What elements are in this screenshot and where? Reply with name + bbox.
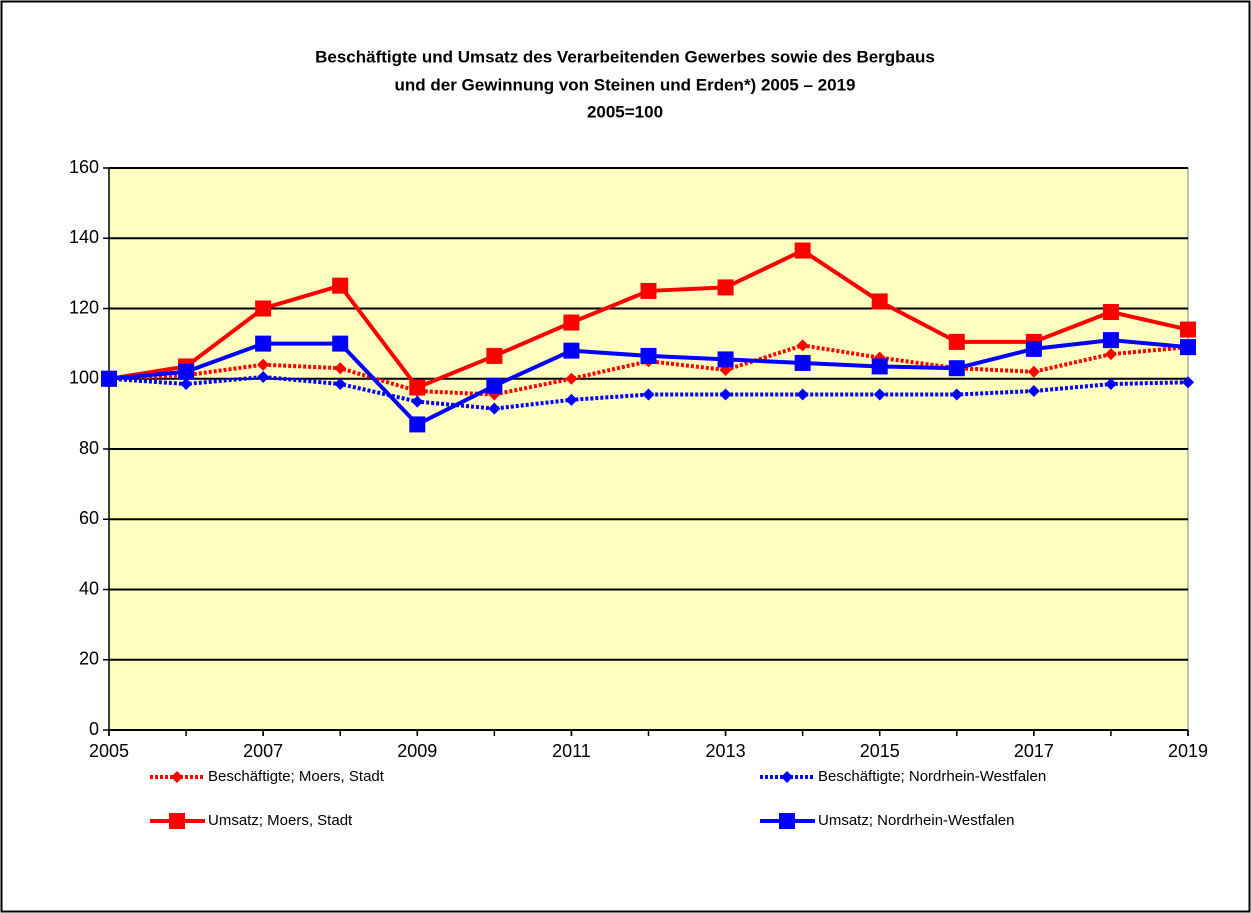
data-point bbox=[565, 393, 578, 406]
data-point bbox=[486, 377, 503, 394]
data-point bbox=[1104, 378, 1117, 391]
legend-label: Umsatz; Nordrhein-Westfalen bbox=[818, 812, 1014, 829]
y-tick-label: 100 bbox=[69, 368, 99, 388]
chart-title: und der Gewinnung von Steinen und Erden*… bbox=[395, 75, 856, 94]
data-point bbox=[640, 347, 657, 364]
data-point bbox=[563, 314, 580, 331]
data-point bbox=[332, 335, 349, 352]
data-point bbox=[871, 358, 888, 375]
data-point bbox=[255, 300, 272, 317]
data-point bbox=[565, 372, 578, 385]
data-point bbox=[796, 339, 809, 352]
series-line bbox=[108, 374, 1189, 411]
chart-title: Beschäftigte und Umsatz des Verarbeitend… bbox=[315, 47, 935, 66]
data-point bbox=[1102, 304, 1119, 321]
data-point bbox=[1180, 321, 1196, 338]
data-point bbox=[563, 342, 580, 359]
data-point bbox=[642, 388, 655, 401]
data-point bbox=[871, 293, 888, 310]
data-point bbox=[873, 388, 886, 401]
data-point bbox=[411, 395, 424, 408]
data-point bbox=[409, 416, 426, 433]
data-point bbox=[794, 242, 811, 259]
legend-marker bbox=[781, 771, 793, 783]
legend-marker bbox=[779, 813, 795, 829]
data-point bbox=[1102, 332, 1119, 349]
data-point bbox=[717, 351, 734, 368]
data-point bbox=[1182, 376, 1194, 389]
y-tick-label: 120 bbox=[69, 297, 99, 317]
data-point bbox=[1104, 348, 1117, 361]
data-point bbox=[409, 379, 426, 396]
data-point bbox=[948, 333, 965, 350]
y-tick-label: 160 bbox=[69, 157, 99, 177]
legend-marker bbox=[169, 813, 185, 829]
y-tick-label: 80 bbox=[79, 438, 99, 458]
legend-label: Beschäftigte; Nordrhein-Westfalen bbox=[818, 768, 1046, 785]
y-tick-label: 140 bbox=[69, 227, 99, 247]
data-point bbox=[1025, 340, 1042, 357]
data-point bbox=[1180, 339, 1196, 356]
data-point bbox=[332, 277, 349, 294]
legend-label: Beschäftigte; Moers, Stadt bbox=[208, 768, 385, 785]
y-tick-label: 20 bbox=[79, 649, 99, 669]
data-point bbox=[180, 378, 193, 391]
x-tick-label: 2005 bbox=[89, 741, 129, 761]
chart-title: 2005=100 bbox=[587, 102, 663, 121]
x-tick-label: 2015 bbox=[860, 741, 900, 761]
x-tick-label: 2019 bbox=[1168, 741, 1208, 761]
data-point bbox=[178, 363, 195, 380]
data-point bbox=[334, 378, 347, 391]
x-tick-label: 2017 bbox=[1014, 741, 1054, 761]
data-point bbox=[257, 358, 270, 371]
data-point bbox=[950, 388, 963, 401]
data-point bbox=[334, 362, 347, 375]
legend-label: Umsatz; Moers, Stadt bbox=[208, 812, 353, 829]
x-tick-label: 2007 bbox=[243, 741, 283, 761]
x-tick-label: 2013 bbox=[706, 741, 746, 761]
y-tick-label: 40 bbox=[79, 578, 99, 598]
data-point bbox=[486, 347, 503, 364]
data-point bbox=[948, 360, 965, 377]
legend-marker bbox=[171, 771, 183, 783]
data-point bbox=[1027, 365, 1040, 378]
data-point bbox=[719, 388, 732, 401]
data-point bbox=[488, 402, 501, 415]
y-tick-label: 0 bbox=[89, 719, 99, 739]
data-point bbox=[640, 282, 657, 299]
data-point bbox=[717, 279, 734, 296]
data-point bbox=[1027, 385, 1040, 398]
data-point bbox=[255, 335, 272, 352]
x-tick-label: 2009 bbox=[397, 741, 437, 761]
data-point bbox=[796, 388, 809, 401]
data-point bbox=[101, 370, 117, 387]
x-tick-label: 2011 bbox=[552, 741, 591, 761]
y-tick-label: 60 bbox=[79, 508, 99, 528]
data-point bbox=[257, 370, 270, 383]
data-point bbox=[794, 354, 811, 371]
